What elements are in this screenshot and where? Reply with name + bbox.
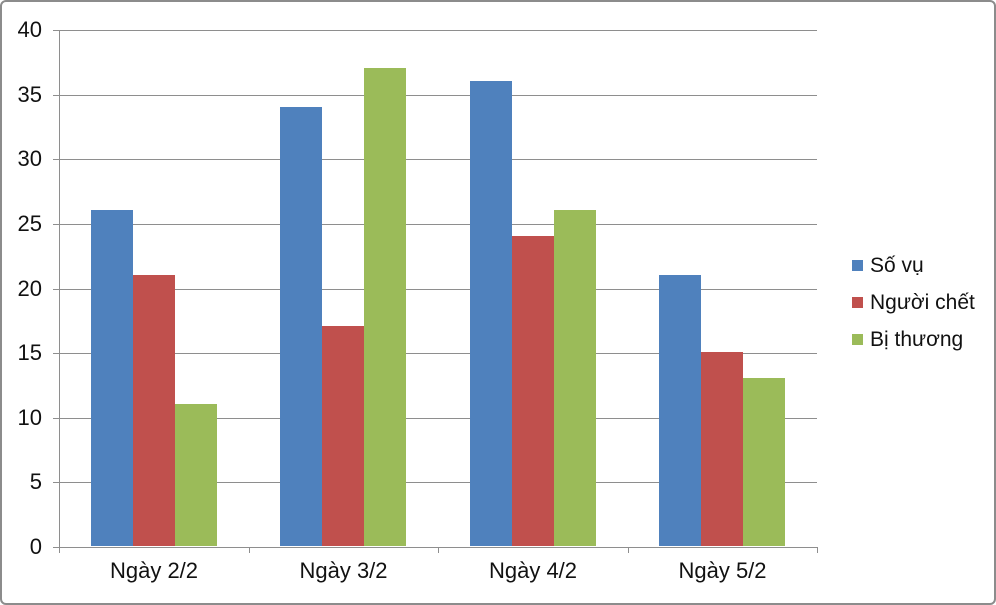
legend-entry-series2: Bị thương (852, 321, 975, 358)
bar-series2-cat1 (364, 67, 407, 546)
x-tick-2 (438, 547, 439, 553)
y-axis-tick-label: 25 (17, 210, 42, 236)
y-axis-line (59, 30, 60, 547)
bar-series1-cat2 (511, 235, 554, 546)
bar-series1-cat1 (322, 326, 365, 546)
gridline-y20 (59, 288, 817, 290)
legend-label: Người chết (870, 290, 975, 314)
x-tick-4 (817, 547, 818, 553)
gridline-y40 (59, 30, 817, 31)
y-tick-25 (53, 223, 59, 225)
bar-series0-cat0 (90, 209, 133, 546)
gridline-y5 (59, 482, 817, 484)
legend-swatch-icon (852, 334, 863, 345)
bar-series0-cat2 (469, 80, 512, 546)
x-axis-category-label: Ngày 3/2 (299, 558, 388, 583)
gridline-y10 (59, 417, 817, 419)
y-tick-20 (53, 288, 59, 290)
legend-label: Số vụ (870, 253, 924, 277)
bar-series0-cat3 (659, 274, 702, 546)
plot-area (53, 30, 818, 553)
y-tick-10 (53, 417, 59, 419)
gridline-y25 (59, 223, 817, 225)
legend-entry-series1: Người chết (852, 284, 975, 321)
bar-series0-cat1 (280, 106, 323, 546)
legend-swatch-icon (852, 260, 863, 271)
legend-entry-series0: Số vụ (852, 247, 975, 284)
gridline-y35 (59, 94, 817, 96)
y-tick-35 (53, 94, 59, 96)
y-tick-0 (53, 547, 59, 548)
y-axis-tick-label: 30 (17, 146, 42, 172)
x-axis-category-label: Ngày 2/2 (109, 558, 199, 583)
bar-series2-cat0 (174, 403, 217, 546)
x-axis-category-label: Ngày 4/2 (488, 558, 578, 583)
x-tick-1 (248, 547, 250, 553)
bar-series2-cat3 (743, 378, 786, 546)
gridline-y30 (59, 159, 817, 161)
gridline-y15 (59, 353, 817, 355)
y-axis-tick-label: 35 (17, 81, 42, 107)
legend-label: Bị thương (870, 327, 964, 351)
y-axis-tick-label: 20 (17, 275, 42, 301)
legend-swatch-icon (852, 297, 863, 308)
y-axis-tick-label: 15 (17, 340, 42, 366)
y-axis-tick-label: 5 (29, 469, 42, 495)
y-tick-5 (53, 482, 59, 484)
bar-series1-cat3 (701, 352, 744, 546)
x-axis-category-label: Ngày 5/2 (678, 558, 767, 583)
x-tick-3 (627, 547, 629, 553)
y-axis-tick-label: 10 (17, 404, 42, 430)
legend: Số vụ Người chết Bị thương (852, 247, 975, 358)
y-tick-30 (53, 159, 59, 161)
y-tick-40 (53, 30, 59, 31)
bar-series1-cat0 (132, 274, 175, 546)
x-tick-0 (59, 547, 60, 553)
y-tick-15 (53, 353, 59, 355)
y-axis-tick-label: 0 (29, 534, 42, 559)
y-axis-tick-label: 40 (17, 17, 42, 42)
bar-series2-cat2 (553, 209, 596, 546)
